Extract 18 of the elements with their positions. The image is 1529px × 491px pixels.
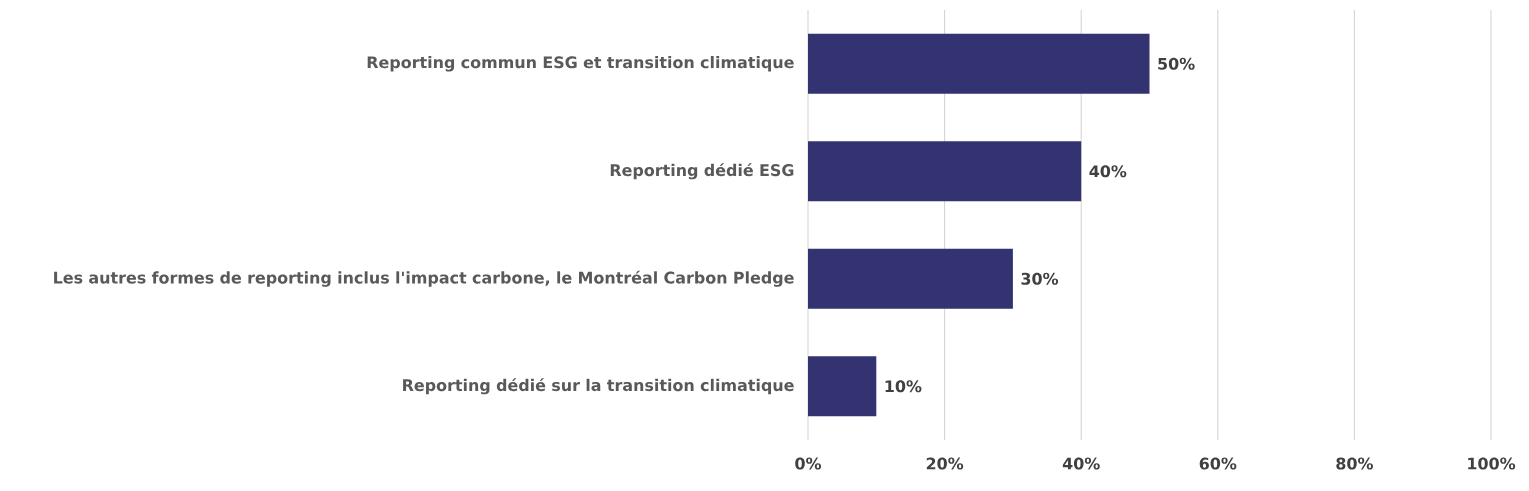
- data-label: 30%: [1021, 272, 1059, 285]
- y-tick-label: Reporting commun ESG et transition climatique: [367, 55, 794, 72]
- x-tick-label: 0%: [795, 457, 822, 470]
- bar: [808, 356, 877, 417]
- x-tick-label: 20%: [926, 457, 964, 470]
- y-tick-label: Les autres formes de reporting inclus l'impact carbone, le Montréal Carbon Pledge: [54, 270, 794, 287]
- x-tick-label: 100%: [1468, 457, 1516, 470]
- data-label: 50%: [1158, 57, 1195, 70]
- data-label: 40%: [1089, 165, 1127, 178]
- y-tick-label: Reporting dédié ESG: [610, 163, 794, 180]
- bar: [808, 248, 1013, 309]
- x-tick-label: 40%: [1062, 457, 1100, 470]
- bar: [808, 141, 1082, 202]
- data-label: 10%: [885, 380, 922, 393]
- bar: [808, 33, 1150, 94]
- x-tick-label: 60%: [1199, 457, 1237, 470]
- x-tick-label: 80%: [1336, 457, 1373, 470]
- y-tick-label: Reporting dédié sur la transition climatique: [403, 378, 794, 395]
